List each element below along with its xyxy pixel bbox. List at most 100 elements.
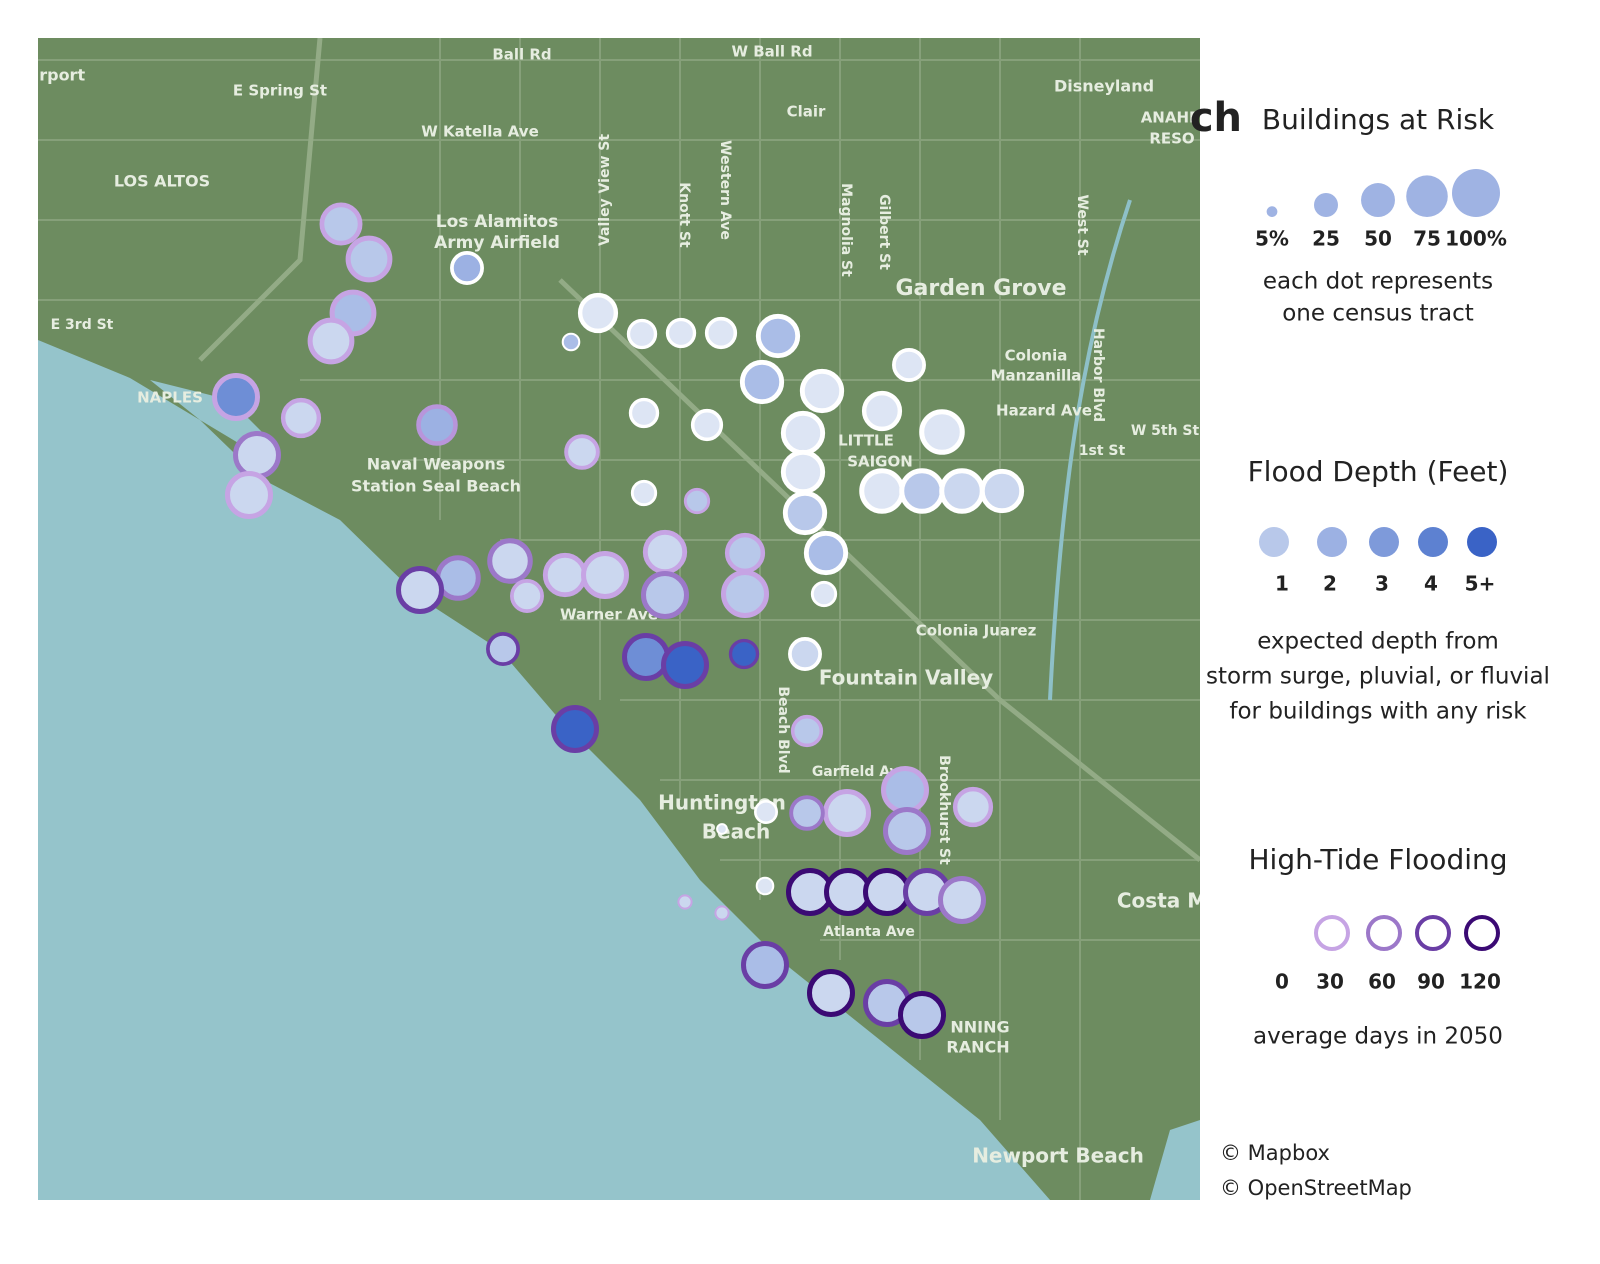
legend-label: 75: [1413, 227, 1441, 251]
legend-size-dot: [1452, 169, 1500, 217]
tract-dot: [319, 202, 363, 246]
tract-dot: [799, 368, 845, 414]
map-label: RANCH: [946, 1038, 1009, 1057]
tract-dot: [630, 479, 658, 507]
tract-dot: [577, 292, 619, 334]
tract-dot: [721, 570, 769, 618]
map-label: Garfield Ave: [812, 764, 908, 780]
legend-label: 100%: [1445, 227, 1507, 251]
tract-dot: [803, 530, 849, 576]
tract-dot: [741, 941, 789, 989]
credit: © OpenStreetMap: [1220, 1176, 1412, 1200]
map-label: Colonia Juarez: [916, 622, 1037, 640]
map-label: Garden Grove: [895, 276, 1066, 301]
tract-dot: [788, 637, 822, 671]
legend-size-dot: [1266, 206, 1278, 217]
legend-label: 5%: [1255, 227, 1289, 251]
tract-dot: [486, 632, 520, 666]
legend-label: 30: [1316, 970, 1344, 994]
map-label: Disneyland: [1054, 77, 1154, 96]
tract-dot: [739, 359, 785, 405]
map-label: Manzanilla: [991, 367, 1082, 385]
map-label: Costa M: [1117, 889, 1207, 913]
map-label: Harbor Blvd: [1090, 328, 1106, 422]
map-label: Beach: [702, 820, 770, 844]
tract-dot: [542, 552, 588, 598]
tract-dot: [724, 532, 766, 574]
legend-label: 3: [1375, 572, 1389, 596]
harbor: [150, 380, 270, 450]
map-label: NAPLES: [137, 389, 203, 407]
tract-dot: [861, 390, 903, 432]
tract-dot: [307, 317, 355, 365]
tract-dot: [581, 551, 629, 599]
legend-depth-dot: [1317, 527, 1347, 557]
tract-dot: [754, 800, 779, 825]
map-label: Magnolia St: [838, 183, 854, 277]
tract-dot: [677, 894, 693, 910]
map-label: Ball Rd: [492, 46, 551, 64]
map-label: NNING: [950, 1018, 1009, 1037]
tract-dot: [979, 468, 1025, 514]
tract-dot: [863, 868, 911, 916]
tract-dot: [939, 468, 985, 514]
legend-title: High-Tide Flooding: [1248, 843, 1507, 876]
tract-dot: [212, 373, 260, 421]
map-label: Army Airfield: [434, 233, 560, 253]
legend-note: for buildings with any risk: [1229, 699, 1527, 725]
map-label: Newport Beach: [972, 1144, 1144, 1168]
map-label: Clair: [787, 103, 826, 121]
legend-note: one census tract: [1282, 301, 1474, 327]
tract-dot: [892, 348, 926, 382]
map-label: Fountain Valley: [819, 666, 993, 690]
legend-label: 120: [1459, 970, 1501, 994]
legend-note: each dot represents: [1263, 269, 1493, 295]
legend-label: 0: [1275, 970, 1289, 994]
tract-dot: [551, 705, 599, 753]
legend-days-ring: [1464, 915, 1500, 951]
map-label: W 5th St: [1131, 423, 1200, 439]
map-label: W Ball Rd: [731, 43, 812, 61]
legend-depth-dot: [1418, 527, 1448, 557]
legend-days-ring: [1366, 915, 1402, 951]
map-label: ANAHE: [1141, 109, 1200, 127]
map-label: E Spring St: [233, 82, 327, 100]
tract-dot: [938, 876, 986, 924]
map-label: RESO: [1149, 130, 1194, 148]
tract-dot: [728, 638, 760, 670]
map-label: LITTLE: [838, 432, 894, 450]
tract-dot: [899, 468, 945, 514]
tract-dot: [450, 251, 484, 285]
legend-label: 1: [1275, 572, 1289, 596]
tract-dot: [755, 876, 775, 896]
legend-label: 5+: [1465, 572, 1496, 596]
map-label: ch Airport: [0, 66, 85, 85]
tract-dot: [487, 538, 533, 584]
tract-dot: [561, 332, 581, 352]
map-label: 1st St: [1079, 443, 1126, 459]
tract-dot: [790, 714, 824, 748]
tract-dot: [345, 235, 393, 283]
legend-depth-dot: [1369, 527, 1399, 557]
legend-label: 2: [1323, 572, 1337, 596]
map-label: E 3rd St: [51, 317, 114, 333]
tract-dot: [564, 434, 600, 470]
map: ch Airport Ball Rd W Ball Rd Disneyland E Sp…: [0, 38, 1207, 1200]
map-label: Knott St: [676, 182, 692, 248]
legend-size-dot: [1406, 175, 1448, 217]
map-label: LOS ALTOS: [114, 172, 210, 191]
tract-dot: [661, 641, 709, 689]
tract-dot: [510, 579, 544, 613]
tract-dot: [898, 991, 946, 1039]
tract-dot: [396, 566, 444, 614]
legend-note: storm surge, pluvial, or fluvial: [1206, 664, 1550, 690]
tract-dot: [628, 397, 660, 429]
tract-dot: [641, 571, 689, 619]
tract-dot: [683, 487, 711, 515]
tract-dot: [919, 409, 965, 455]
bay: [1150, 1120, 1200, 1200]
legend-label: 4: [1424, 572, 1438, 596]
tract-dot: [780, 410, 826, 456]
map-label: Brookhurst St: [936, 755, 952, 865]
